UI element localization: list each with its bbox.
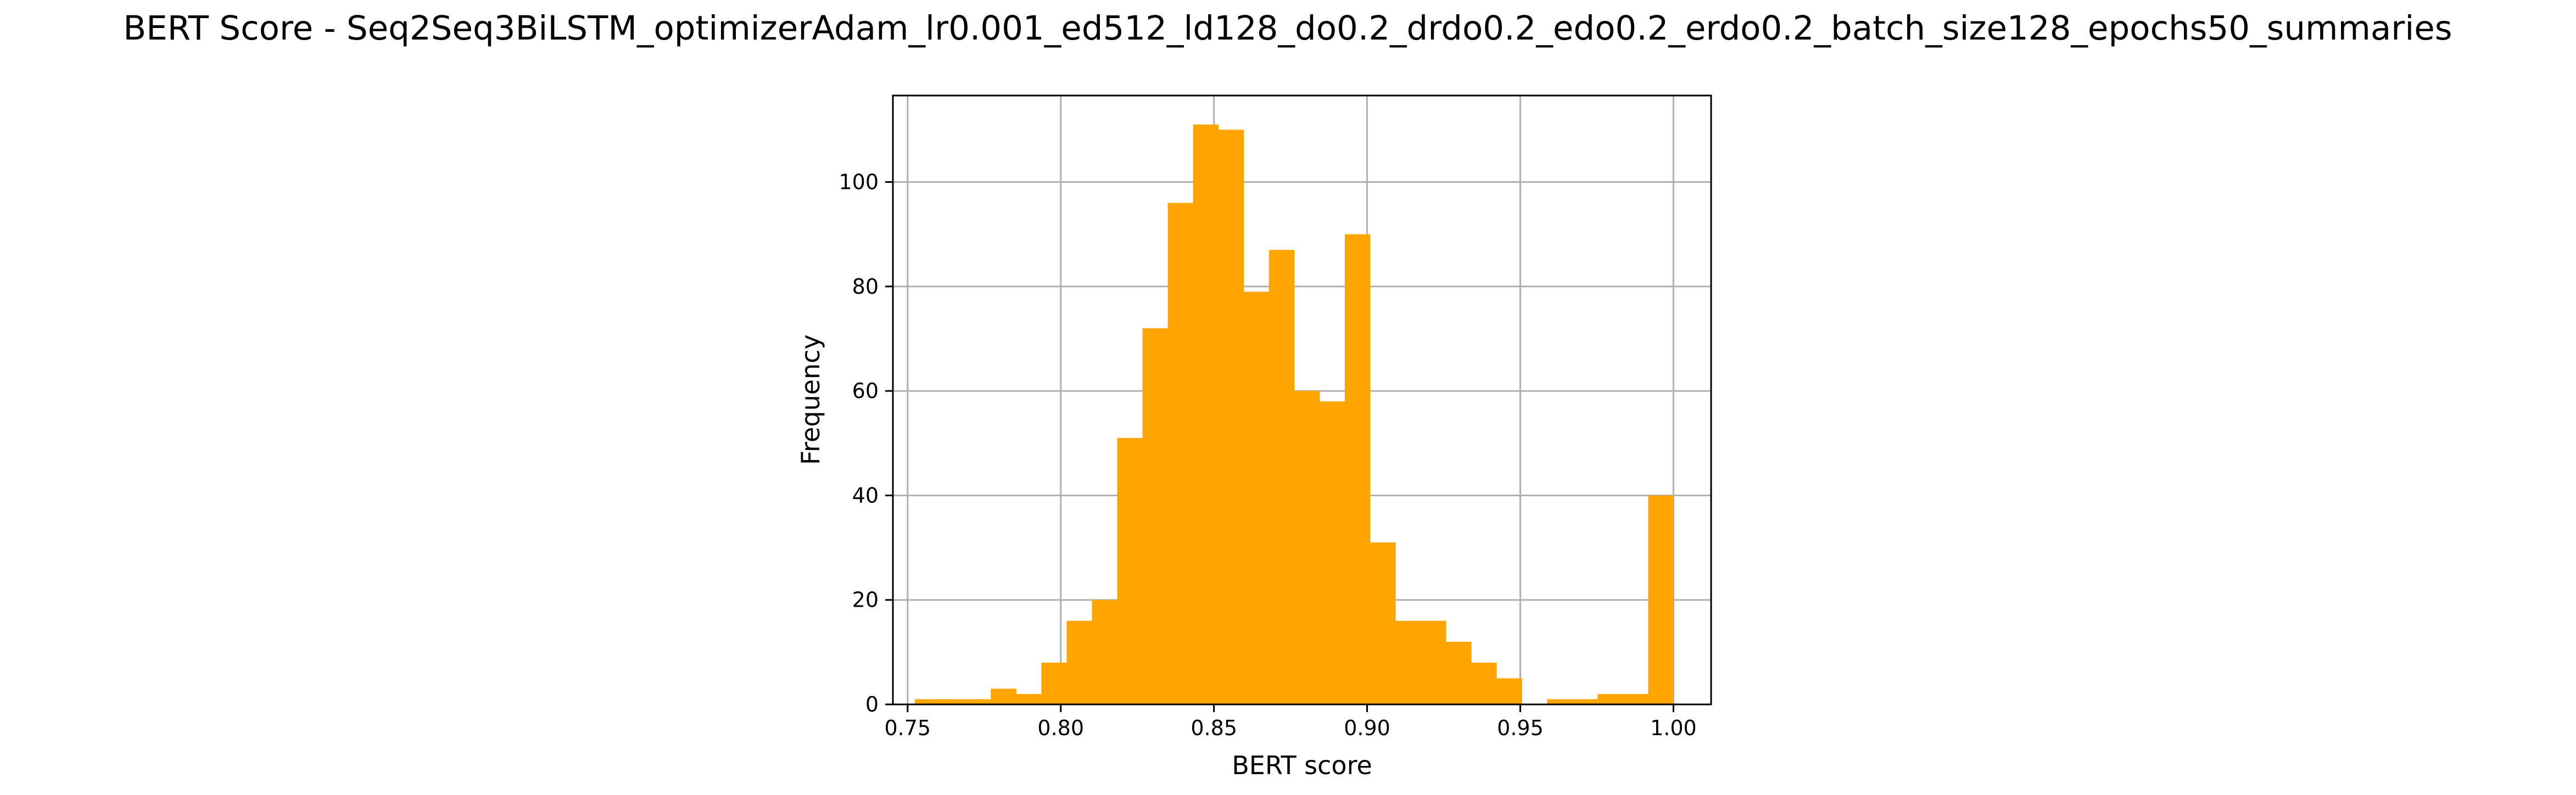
histogram-bar xyxy=(940,699,966,704)
x-tick-label: 0.95 xyxy=(1497,716,1544,740)
y-tick-label: 40 xyxy=(852,483,879,507)
histogram-bar xyxy=(1597,693,1623,704)
histogram-bar xyxy=(1167,203,1194,704)
histogram-bar xyxy=(1243,292,1270,704)
x-tick-label: 1.00 xyxy=(1650,716,1697,740)
histogram-bar xyxy=(1294,391,1320,704)
histogram-bar xyxy=(1471,662,1497,704)
histogram-bar xyxy=(1420,620,1446,704)
histogram-bar xyxy=(991,688,1016,704)
x-tick-label: 0.80 xyxy=(1037,716,1084,740)
histogram-bar xyxy=(1547,699,1573,704)
histogram-bar xyxy=(1319,401,1345,704)
histogram-bar xyxy=(1446,641,1472,704)
axis-ticks: 0.75 0.80 0.85 0.90 0.95 1.00 0 20 40 60 80 100 xyxy=(839,170,1696,740)
y-tick-label: 20 xyxy=(852,588,879,612)
histogram-bar xyxy=(1370,542,1396,704)
x-tick-label: 0.85 xyxy=(1191,716,1237,740)
histogram-bars xyxy=(915,124,1674,705)
histogram-bar xyxy=(1041,662,1068,704)
histogram-bar xyxy=(1344,234,1371,704)
histogram-bar xyxy=(1117,438,1143,704)
histogram-bar xyxy=(1648,495,1674,704)
y-axis-label: Frequency xyxy=(796,334,825,465)
y-tick-label: 0 xyxy=(865,692,879,716)
histogram-bar xyxy=(1193,124,1219,704)
y-tick-label: 100 xyxy=(839,170,879,194)
y-tick-label: 60 xyxy=(852,379,879,403)
histogram-bar xyxy=(1016,693,1042,704)
histogram-bar xyxy=(1496,678,1522,704)
histogram-bar xyxy=(915,699,941,704)
histogram-bar xyxy=(1623,693,1649,704)
histogram-bar xyxy=(1218,130,1244,705)
histogram-bar xyxy=(1066,620,1093,704)
histogram-bar xyxy=(1092,600,1118,704)
x-tick-label: 0.75 xyxy=(884,716,931,740)
histogram-bar xyxy=(1269,250,1295,704)
histogram-bar xyxy=(965,699,991,704)
histogram-bar xyxy=(1572,699,1598,704)
y-tick-label: 80 xyxy=(852,275,879,299)
x-tick-label: 0.90 xyxy=(1344,716,1390,740)
plot-frame xyxy=(892,94,1712,706)
histogram-bar xyxy=(1395,620,1421,704)
histogram-bar xyxy=(1142,328,1169,704)
x-axis-label: BERT score xyxy=(1232,751,1372,780)
chart-title: BERT Score - Seq2Seq3BiLSTM_optimizerAda… xyxy=(123,9,2452,48)
